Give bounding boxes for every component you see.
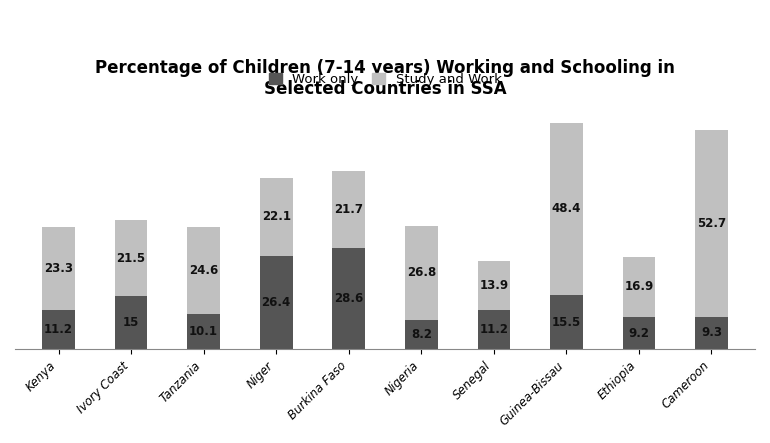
Bar	[42, 310, 75, 350]
Legend: Work only, Study and Work: Work only, Study and Work	[263, 68, 507, 91]
Text: 13.9: 13.9	[479, 279, 508, 291]
Bar	[623, 257, 655, 317]
Text: 21.7: 21.7	[334, 203, 363, 216]
Bar	[259, 178, 293, 256]
Text: 23.3: 23.3	[44, 262, 73, 275]
Text: 26.4: 26.4	[262, 296, 291, 309]
Text: 10.1: 10.1	[189, 325, 218, 338]
Text: 28.6: 28.6	[334, 292, 363, 305]
Bar	[115, 220, 147, 296]
Text: 26.8: 26.8	[407, 267, 436, 280]
Text: 22.1: 22.1	[262, 210, 291, 223]
Bar	[695, 316, 728, 350]
Text: 48.4: 48.4	[551, 202, 581, 215]
Bar	[477, 310, 511, 350]
Text: 9.2: 9.2	[628, 326, 649, 340]
Bar	[333, 171, 365, 248]
Bar	[550, 295, 583, 350]
Bar	[187, 227, 220, 314]
Text: 21.5: 21.5	[116, 252, 146, 265]
Text: 15: 15	[123, 316, 139, 330]
Bar	[405, 320, 437, 350]
Title: Percentage of Children (7-14 years) Working and Schooling in
Selected Countries : Percentage of Children (7-14 years) Work…	[95, 59, 675, 98]
Text: 52.7: 52.7	[697, 217, 726, 230]
Bar	[187, 314, 220, 350]
Bar	[405, 225, 437, 320]
Text: 16.9: 16.9	[624, 280, 654, 293]
Text: 8.2: 8.2	[410, 328, 432, 342]
Bar	[42, 227, 75, 310]
Text: 11.2: 11.2	[44, 323, 73, 336]
Bar	[333, 248, 365, 350]
Text: 11.2: 11.2	[479, 323, 508, 336]
Bar	[623, 317, 655, 350]
Bar	[115, 296, 147, 350]
Text: 9.3: 9.3	[701, 326, 722, 339]
Text: 24.6: 24.6	[189, 264, 218, 277]
Bar	[550, 123, 583, 295]
Bar	[259, 256, 293, 350]
Text: 15.5: 15.5	[552, 315, 581, 329]
Bar	[477, 260, 511, 310]
Bar	[695, 130, 728, 316]
